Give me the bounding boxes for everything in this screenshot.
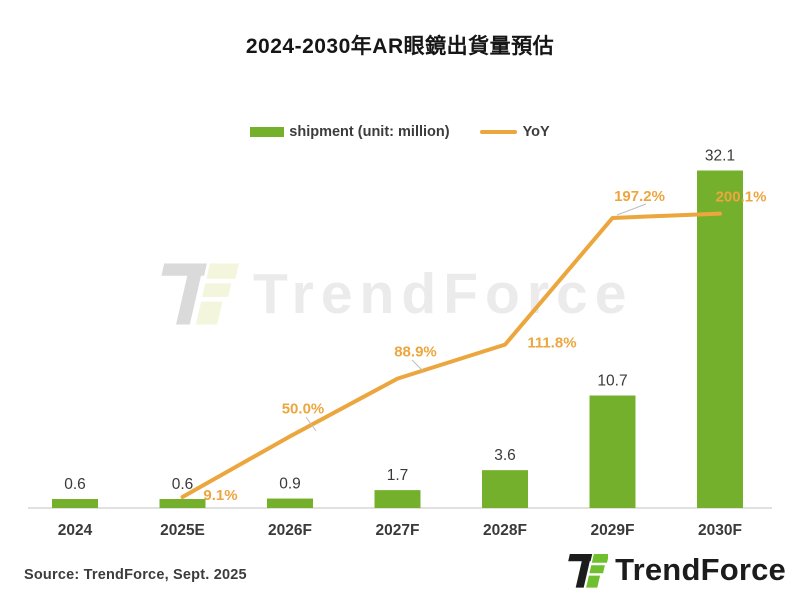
yoy-value-label-2028F: 111.8%	[527, 335, 576, 352]
bar-2027F	[374, 490, 421, 508]
legend-yoy-label: YoY	[522, 124, 550, 140]
yoy-line	[180, 211, 722, 500]
bar-2028F	[482, 470, 528, 508]
source-note: Source: TrendForce, Sept. 2025	[24, 567, 247, 583]
bar-value-label-2026F: 0.9	[279, 476, 301, 493]
x-tick-label-2030F: 2030F	[698, 522, 742, 539]
page-title: 2024-2030年AR眼鏡出貨量預估	[245, 35, 555, 58]
legend-shipment-label: shipment (unit: million)	[289, 124, 450, 140]
yoy-value-label-2027F: 88.9%	[394, 344, 437, 361]
yoy-label-leader-2	[616, 203, 647, 216]
bar-value-label-2029F: 10.7	[597, 373, 627, 390]
bar-value-label-2028F: 3.6	[494, 447, 516, 464]
brand-logo-text: TrendForce	[615, 552, 786, 587]
bar-2030F	[697, 170, 743, 508]
x-tick-label-2026F: 2026F	[268, 522, 312, 539]
x-tick-label-2027F: 2027F	[376, 522, 420, 539]
bar-value-label-2024: 0.6	[64, 476, 86, 493]
x-tick-label-2025E: 2025E	[160, 522, 205, 539]
trendforce-logo-icon	[568, 554, 609, 588]
x-tick-label-2024: 2024	[58, 522, 93, 539]
yoy-value-label-2025E: 9.1%	[203, 487, 237, 504]
bar-value-label-2025E: 0.6	[172, 476, 194, 493]
yoy-value-label-2030F: 200.1%	[716, 189, 767, 206]
yoy-label-leader-0	[305, 416, 317, 432]
bar-2025E	[159, 499, 206, 508]
yoy-value-label-2026F: 50.0%	[282, 400, 325, 417]
bar-value-label-2027F: 1.7	[387, 467, 409, 484]
legend-yoy-line-icon	[479, 130, 517, 134]
chart-legend: shipment (unit: million) YoY	[0, 119, 800, 145]
bar-2026F	[267, 498, 313, 508]
x-tick-label-2028F: 2028F	[483, 522, 527, 539]
yoy-label-leader-1	[411, 359, 424, 372]
bar-2024	[52, 499, 98, 508]
yoy-value-label-2029F: 197.2%	[614, 188, 665, 205]
bar-2029F	[589, 395, 636, 508]
legend-shipment-swatch	[250, 127, 285, 137]
x-tick-label-2029F: 2029F	[591, 522, 635, 539]
bar-value-label-2030F: 32.1	[705, 148, 735, 165]
brand-logo: TrendForce	[560, 548, 786, 592]
